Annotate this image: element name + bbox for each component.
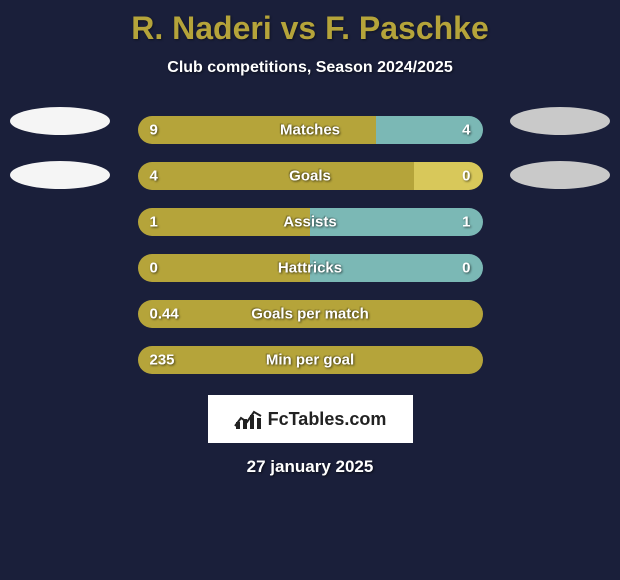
stat-row: Hattricks 0 0 [0, 245, 620, 291]
stat-row: Goals 4 0 [0, 153, 620, 199]
stat-value-left: 1 [150, 214, 158, 231]
stat-bar-track: Min per goal 235 [138, 346, 483, 374]
stat-row: Min per goal 235 [0, 337, 620, 383]
stat-row: Matches 9 4 [0, 107, 620, 153]
stat-bar-left [138, 162, 414, 190]
fctables-logo[interactable]: FcTables.com [208, 395, 413, 443]
comparison-date: 27 january 2025 [0, 457, 620, 477]
stat-value-left: 0.44 [150, 306, 179, 323]
comparison-subtitle: Club competitions, Season 2024/2025 [0, 59, 620, 77]
stats-bars: Matches94Goals40Assists11Hattricks00Goal… [0, 107, 620, 383]
comparison-card: R. Naderi vs F. Paschke Club competition… [0, 0, 620, 580]
stat-label: Goals [289, 168, 331, 185]
logo-chart-icon [234, 408, 262, 430]
logo-text: FcTables.com [268, 409, 387, 430]
stat-label: Goals per match [251, 306, 369, 323]
stat-label: Hattricks [278, 260, 342, 277]
stat-value-left: 4 [150, 168, 158, 185]
stat-value-left: 9 [150, 122, 158, 139]
stat-row: Assists 1 1 [0, 199, 620, 245]
stat-value-right: 0 [462, 260, 470, 277]
stat-bar-track: Assists 1 1 [138, 208, 483, 236]
stat-bar-track: Matches 9 4 [138, 116, 483, 144]
stat-bar-right [414, 162, 483, 190]
comparison-title: R. Naderi vs F. Paschke [0, 10, 620, 47]
stat-row: Goals per match 0.44 [0, 291, 620, 337]
stat-label: Min per goal [266, 352, 354, 369]
stat-value-left: 235 [150, 352, 175, 369]
stat-value-right: 1 [462, 214, 470, 231]
stat-bar-track: Goals per match 0.44 [138, 300, 483, 328]
stat-label: Matches [280, 122, 340, 139]
stat-value-left: 0 [150, 260, 158, 277]
stat-bar-track: Hattricks 0 0 [138, 254, 483, 282]
stat-value-right: 4 [462, 122, 470, 139]
stat-label: Assists [283, 214, 336, 231]
stat-bar-track: Goals 4 0 [138, 162, 483, 190]
stat-value-right: 0 [462, 168, 470, 185]
